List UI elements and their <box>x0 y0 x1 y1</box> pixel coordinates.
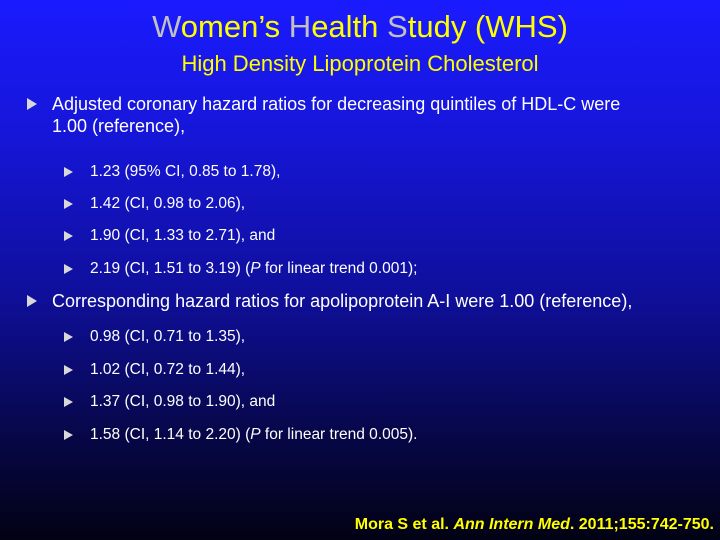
sub-bullet-arrow-icon <box>64 332 73 342</box>
apoa-quintile-5-post: for linear trend 0.005). <box>260 426 418 443</box>
hdl-quintile-3: 1.42 (CI, 0.98 to 2.06), <box>90 195 246 212</box>
sub-bullet-arrow-icon <box>64 167 73 177</box>
apoa-quintile-2: 0.98 (CI, 0.71 to 1.35), <box>90 328 246 345</box>
bullet-1-line-2: 1.00 (reference), <box>52 116 186 136</box>
apoa-quintile-5: 1.58 (CI, 1.14 to 2.20) (P for linear tr… <box>90 425 417 445</box>
sub-bullet-arrow-icon <box>64 430 73 440</box>
bullet-1-text: Adjusted coronary hazard ratios for decr… <box>52 93 712 137</box>
slide-title: Women’s Health Study (WHS) <box>0 8 720 46</box>
citation: Mora S et al. Ann Intern Med. 2011;155:7… <box>355 516 714 534</box>
apoa-quintile-5-p: P <box>250 426 261 443</box>
hdl-quintile-5: 2.19 (CI, 1.51 to 3.19) (P for linear tr… <box>90 259 417 279</box>
sub-bullet-arrow-icon <box>64 199 73 209</box>
sub-bullet-arrow-icon <box>64 231 73 241</box>
title-segment-tudy: tudy (WHS) <box>407 9 568 44</box>
hdl-quintile-4: 1.90 (CI, 1.33 to 2.71), and <box>90 227 276 244</box>
title-initial-w: W <box>152 9 181 44</box>
hdl-quintile-2: 1.23 (95% CI, 0.85 to 1.78), <box>90 163 281 180</box>
hdl-quintile-5-pre: 2.19 (CI, 1.51 to 3.19) ( <box>90 260 251 277</box>
apoa-quintile-5-pre: 1.58 (CI, 1.14 to 2.20) ( <box>90 426 251 443</box>
citation-journal: Ann Intern Med <box>453 516 570 533</box>
sub-bullet-arrow-icon <box>64 264 73 274</box>
sub-bullet-arrow-icon <box>64 365 73 375</box>
sub-bullet-arrow-icon <box>64 397 73 407</box>
title-initial-h: H <box>288 9 312 44</box>
citation-details: . 2011;155:742-750. <box>569 516 714 533</box>
hdl-quintile-5-p: P <box>250 260 261 277</box>
apoa-quintile-3: 1.02 (CI, 0.72 to 1.44), <box>90 361 246 378</box>
bullet-arrow-icon <box>27 98 37 110</box>
bullet-arrow-icon <box>27 295 37 307</box>
hdl-quintile-5-post: for linear trend 0.001); <box>260 260 418 277</box>
title-segment-ealth: ealth <box>311 9 388 44</box>
slide-subtitle: High Density Lipoprotein Cholesterol <box>181 51 539 76</box>
title-segment-omens: omen’s <box>180 9 289 44</box>
citation-authors: Mora S et al. <box>354 516 454 533</box>
apoa-quintile-4: 1.37 (CI, 0.98 to 1.90), and <box>90 393 276 410</box>
bullet-2-text: Corresponding hazard ratios for apolipop… <box>52 291 633 311</box>
title-initial-s: S <box>387 9 408 44</box>
bullet-1-line-1: Adjusted coronary hazard ratios for decr… <box>52 94 621 114</box>
